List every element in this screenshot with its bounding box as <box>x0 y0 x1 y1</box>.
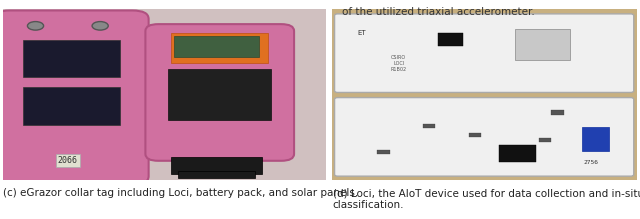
Bar <box>423 124 435 128</box>
Text: (c) eGrazor collar tag including Loci, battery pack, and solar panels.: (c) eGrazor collar tag including Loci, b… <box>3 188 358 198</box>
Bar <box>515 29 570 60</box>
Text: ET: ET <box>358 30 366 36</box>
Text: 2066: 2066 <box>58 156 78 165</box>
Bar <box>499 145 536 162</box>
FancyBboxPatch shape <box>0 11 148 185</box>
Bar <box>178 171 255 178</box>
Text: CSIRO
LOCI
R1B02: CSIRO LOCI R1B02 <box>390 55 407 72</box>
FancyBboxPatch shape <box>335 14 634 92</box>
Bar <box>175 36 259 57</box>
Bar <box>469 133 481 137</box>
Bar <box>172 157 262 175</box>
Text: (d) Loci, the AIoT device used for data collection and in-situ behavior
classifi: (d) Loci, the AIoT device used for data … <box>333 188 640 210</box>
Bar <box>582 127 609 150</box>
FancyBboxPatch shape <box>145 24 294 161</box>
Bar <box>539 138 551 142</box>
Bar <box>378 150 390 154</box>
Text: 2756: 2756 <box>584 160 598 165</box>
Bar <box>168 69 271 120</box>
Bar <box>22 39 120 77</box>
Bar <box>438 33 463 46</box>
Circle shape <box>28 22 44 30</box>
Bar <box>551 110 564 115</box>
Text: of the utilized triaxial accelerometer.: of the utilized triaxial accelerometer. <box>342 7 535 17</box>
Bar <box>172 33 268 64</box>
FancyBboxPatch shape <box>335 98 634 176</box>
Circle shape <box>92 22 108 30</box>
Bar <box>22 87 120 125</box>
